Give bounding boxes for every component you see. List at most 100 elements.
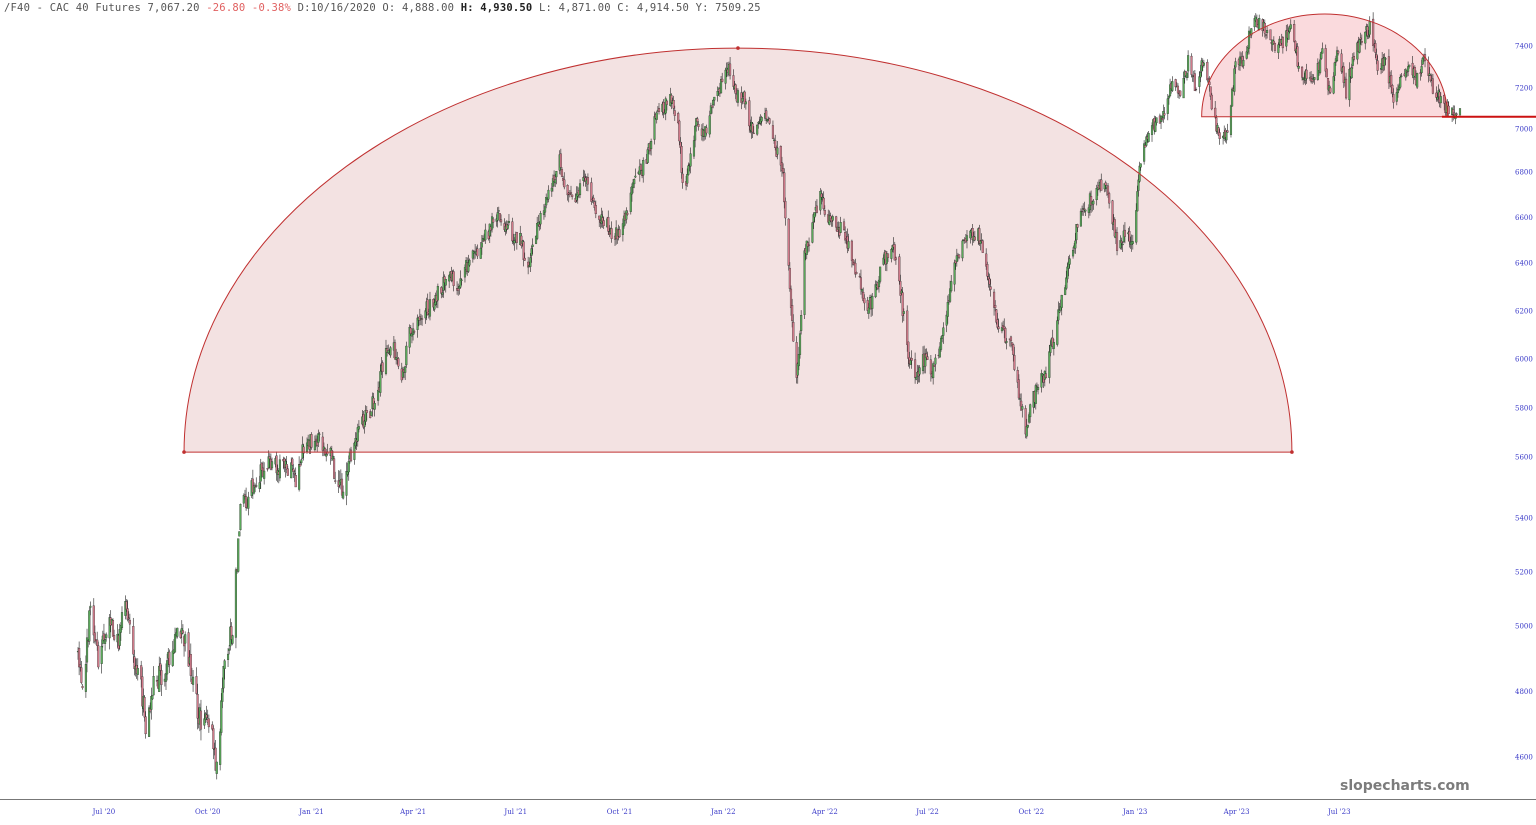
- candle-body: [148, 707, 151, 737]
- candle-body: [1018, 398, 1022, 400]
- candle-body: [1187, 55, 1190, 72]
- candle-body: [181, 630, 184, 634]
- candle-body: [1407, 66, 1410, 72]
- candle-body: [720, 79, 723, 94]
- candle-body: [143, 697, 146, 718]
- candle-body: [1154, 121, 1157, 132]
- candle-body: [559, 153, 562, 168]
- candle-body: [1337, 50, 1340, 54]
- candle-body: [136, 668, 139, 675]
- candle-body: [1198, 76, 1201, 87]
- candle-body: [314, 438, 318, 441]
- candle-body: [890, 248, 893, 259]
- candle-body: [354, 438, 357, 447]
- candle-body: [696, 118, 699, 122]
- anchor-point-top: [736, 46, 740, 50]
- candle-body: [736, 90, 740, 103]
- candle-body: [1234, 61, 1237, 68]
- candle-body: [569, 192, 573, 194]
- candle-body: [1375, 54, 1378, 60]
- candle-body: [708, 115, 711, 135]
- candle-body: [1340, 53, 1343, 72]
- candle-body: [1247, 30, 1251, 49]
- candle-body: [760, 117, 763, 122]
- candle-body: [1057, 309, 1060, 321]
- candle-body: [598, 215, 601, 220]
- candle-body: [1348, 68, 1351, 101]
- candle-body: [1034, 385, 1037, 404]
- candle-body: [1273, 42, 1277, 51]
- candle-body: [689, 153, 692, 167]
- candle-body: [286, 468, 289, 476]
- y-tick-label: 4600: [1515, 754, 1533, 762]
- candle-body: [1359, 37, 1362, 40]
- candle-body: [79, 664, 82, 668]
- candle-body: [1272, 40, 1275, 44]
- candle-body: [1392, 94, 1395, 103]
- candle-body: [823, 210, 826, 215]
- candle-body: [1435, 92, 1438, 98]
- candle-body: [85, 637, 89, 663]
- candle-body: [986, 264, 989, 277]
- candle-body: [1319, 59, 1322, 73]
- candle-body: [758, 123, 761, 125]
- candle-body: [902, 311, 905, 314]
- candle-body: [1013, 355, 1016, 370]
- candle-body: [387, 350, 390, 353]
- candle-body: [1150, 125, 1154, 135]
- candle-body: [1320, 52, 1323, 59]
- candle-body: [214, 747, 217, 771]
- candle-body: [547, 189, 550, 200]
- candle-body: [500, 219, 503, 223]
- candle-body: [1305, 69, 1308, 79]
- candle-body: [448, 275, 451, 282]
- candle-body: [1264, 34, 1268, 36]
- candle-body: [1049, 345, 1052, 353]
- candle-body: [926, 356, 929, 360]
- candle-body: [536, 223, 539, 239]
- candle-body: [263, 470, 266, 479]
- candle-body: [80, 667, 83, 683]
- candle-body: [1391, 85, 1394, 93]
- candle-body: [497, 210, 500, 212]
- candle-body: [1333, 62, 1336, 76]
- candle-body: [657, 108, 661, 112]
- candle-body: [776, 147, 779, 155]
- candle-body: [258, 482, 261, 489]
- candle-body: [1325, 68, 1328, 78]
- candle-body: [1214, 107, 1217, 118]
- candle-body: [290, 462, 293, 479]
- candle-body: [566, 185, 569, 196]
- candle-body: [672, 100, 675, 109]
- candle-body: [820, 193, 823, 198]
- candle-body: [196, 694, 199, 719]
- candle-body: [187, 632, 190, 667]
- x-tick-label: Oct '21: [607, 808, 633, 816]
- x-tick-label: Apr '23: [1223, 808, 1250, 816]
- candle-body: [238, 531, 241, 537]
- candle-body: [506, 224, 509, 229]
- candle-body: [268, 456, 271, 459]
- candle-body: [1108, 193, 1111, 204]
- candle-body: [1060, 294, 1063, 308]
- candle-body: [981, 240, 984, 253]
- candle-body: [96, 639, 99, 646]
- candle-body: [353, 442, 356, 460]
- candle-body: [1242, 59, 1245, 67]
- candle-body: [1404, 69, 1407, 78]
- candle-body: [858, 276, 861, 278]
- y-tick-label: 6000: [1515, 356, 1533, 364]
- candle-body: [1092, 200, 1095, 205]
- candle-body: [1281, 37, 1284, 49]
- candle-body: [152, 676, 155, 696]
- candle-body: [639, 164, 643, 171]
- candle-body: [932, 363, 935, 379]
- candle-body: [953, 262, 956, 285]
- candle-body: [231, 635, 234, 644]
- candle-body: [88, 610, 91, 642]
- candle-body: [529, 257, 532, 267]
- candle-body: [1229, 105, 1233, 135]
- candle-body: [278, 459, 281, 479]
- candle-body: [901, 292, 904, 316]
